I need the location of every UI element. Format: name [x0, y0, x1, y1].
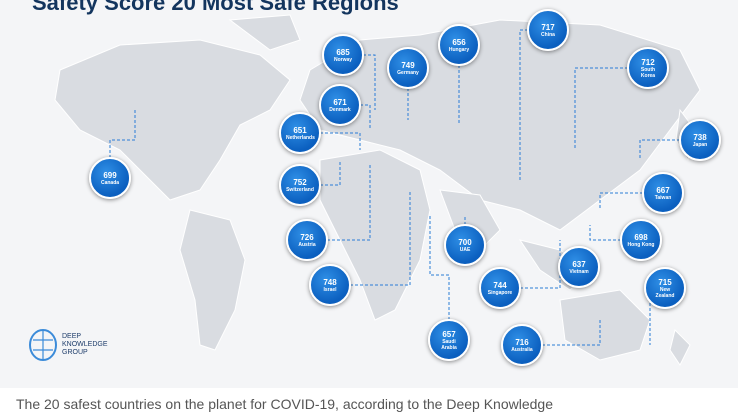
region-pin: 685 Norway	[322, 34, 364, 76]
region-pin: 717 China	[527, 9, 569, 51]
region-pin: 667 Taiwan	[642, 172, 684, 214]
logo: DEEP KNOWLEDGE GROUP	[28, 328, 112, 362]
region-score: 748	[323, 277, 337, 287]
region-name: Hungary	[448, 46, 470, 53]
region-pin: 656 Hungary	[438, 24, 480, 66]
region-score: 667	[656, 185, 670, 195]
region-name: Saudi Arabia	[441, 338, 457, 351]
region-score: 700	[458, 237, 472, 247]
region-name: Vietnam	[569, 268, 589, 275]
region-name: Singapore	[487, 289, 513, 296]
region-name: Switzerland	[286, 186, 314, 193]
logo-text: DEEP KNOWLEDGE GROUP	[62, 333, 108, 356]
region-name: Hong Kong	[627, 241, 655, 248]
caption: The 20 safest countries on the planet fo…	[16, 396, 553, 412]
region-name: Australia	[511, 346, 533, 353]
region-pin: 715 New Zealand	[644, 267, 686, 309]
logo-icon	[29, 329, 57, 361]
region-score: 749	[401, 60, 415, 70]
region-score: 637	[572, 259, 586, 269]
region-pin: 698 Hong Kong	[620, 219, 662, 261]
region-score: 726	[300, 232, 314, 242]
region-name: New Zealand	[655, 286, 675, 299]
region-pin: 716 Australia	[501, 324, 543, 366]
region-name: Japan	[692, 141, 708, 148]
region-pin: 726 Austria	[286, 219, 328, 261]
region-pin: 671 Denmark	[319, 84, 361, 126]
region-pin: 651 Netherlands	[279, 112, 321, 154]
region-name: Israel	[323, 286, 337, 293]
region-pin: 748 Israel	[309, 264, 351, 306]
region-name: Austria	[298, 241, 316, 248]
region-name: Canada	[100, 179, 120, 186]
region-score: 712	[641, 57, 655, 67]
title: Safety Score 20 Most Safe Regions	[32, 0, 399, 15]
region-score: 698	[634, 232, 648, 242]
region-score: 715	[658, 277, 672, 287]
region-pin: 752 Switzerland	[279, 164, 321, 206]
region-pin: 700 UAE	[444, 224, 486, 266]
region-name: South Korea	[640, 66, 656, 79]
region-name: China	[541, 31, 555, 38]
region-score: 738	[693, 132, 707, 142]
region-name: Taiwan	[654, 194, 672, 201]
region-pin: 738 Japan	[679, 119, 721, 161]
region-score: 685	[336, 47, 350, 57]
region-pin: 749 Germany	[387, 47, 429, 89]
map: 699 Canada 685 Norway 749 Germany 656 Hungary 71…	[0, 0, 738, 388]
region-score: 651	[293, 125, 307, 135]
region-name: Netherlands	[286, 134, 315, 141]
region-score: 717	[541, 22, 555, 32]
world-map	[54, 14, 701, 366]
region-score: 752	[293, 177, 307, 187]
region-pin: 637 Vietnam	[558, 246, 600, 288]
region-score: 671	[333, 97, 347, 107]
region-pin: 699 Canada	[89, 157, 131, 199]
region-pin: 657 Saudi Arabia	[428, 319, 470, 361]
region-score: 699	[103, 170, 117, 180]
region-pin: 744 Singapore	[479, 267, 521, 309]
region-score: 716	[515, 337, 529, 347]
region-name: Denmark	[329, 106, 351, 113]
region-score: 657	[442, 329, 456, 339]
region-score: 744	[493, 280, 507, 290]
region-pin: 712 South Korea	[627, 47, 669, 89]
region-name: UAE	[459, 246, 471, 253]
region-name: Germany	[397, 69, 419, 76]
region-name: Norway	[333, 56, 353, 63]
region-score: 656	[452, 37, 466, 47]
